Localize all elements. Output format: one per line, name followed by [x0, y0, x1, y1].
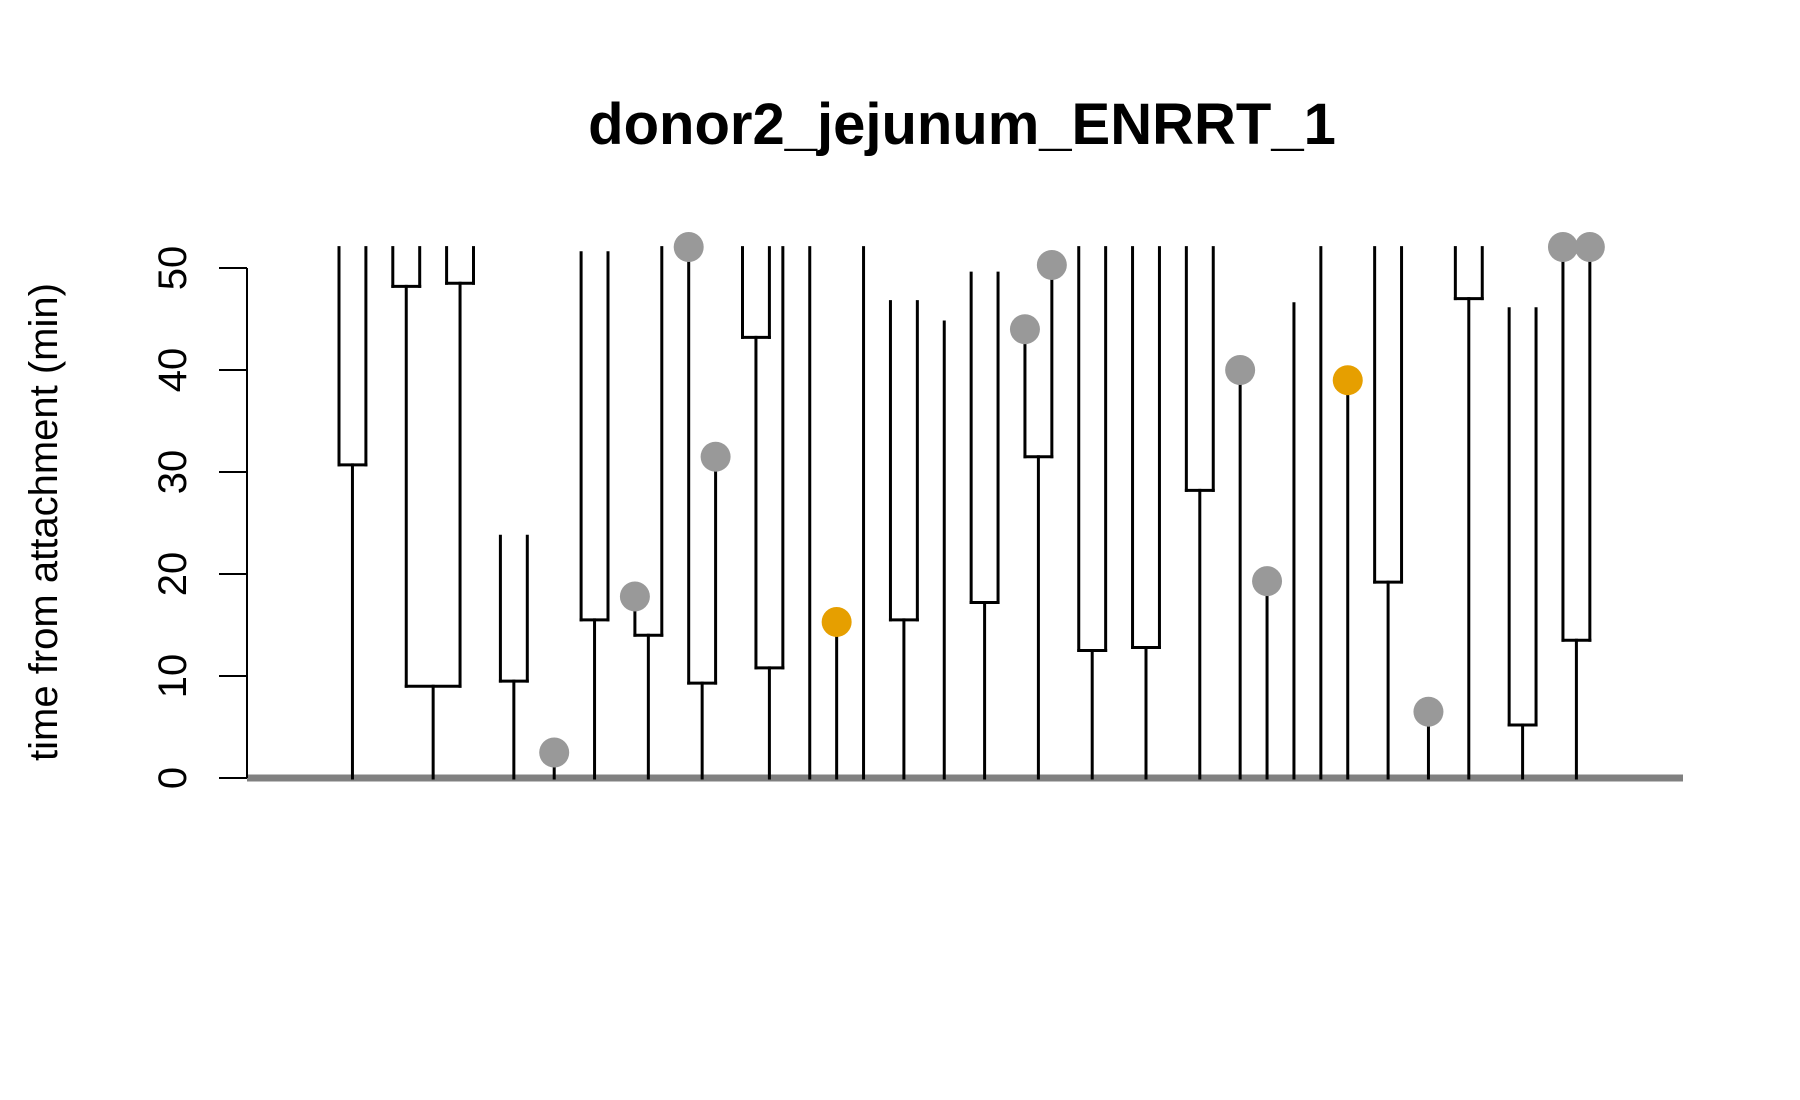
end-point-4 [821, 606, 852, 637]
chart-title: donor2_jejunum_ENRRT_1 [588, 92, 1336, 157]
y-tick-label-20: 20 [151, 552, 195, 597]
end-point-0 [539, 737, 570, 768]
y-tick-label-30: 30 [151, 450, 195, 495]
end-point-3 [700, 441, 731, 472]
end-point-9 [1332, 365, 1363, 396]
y-tick-label-50: 50 [151, 246, 195, 291]
end-points [539, 232, 1605, 768]
end-point-7 [1225, 355, 1256, 385]
tree-lines [247, 246, 1683, 782]
end-point-11 [1547, 232, 1578, 262]
end-point-10 [1413, 696, 1444, 727]
y-tick-label-0: 0 [151, 767, 195, 789]
end-point-5 [1009, 314, 1040, 345]
y-axis-label: time from attachment (min) [22, 283, 66, 761]
end-point-12 [1574, 232, 1605, 262]
end-point-1 [619, 581, 650, 612]
y-axis: 0 10 20 30 40 50 [151, 246, 248, 789]
end-point-2 [673, 232, 704, 262]
end-point-8 [1252, 566, 1283, 597]
end-point-6 [1036, 249, 1067, 280]
y-tick-label-40: 40 [151, 348, 195, 393]
y-tick-label-10: 10 [151, 654, 195, 699]
